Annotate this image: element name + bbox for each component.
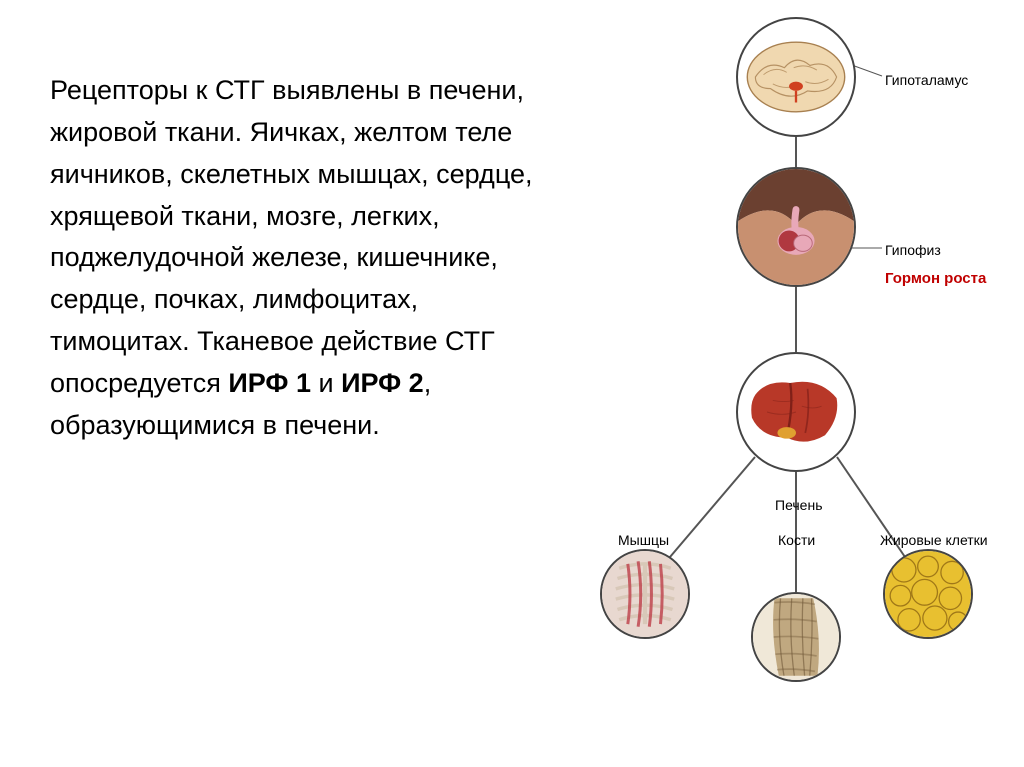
pituitary-label: Гипофиз	[885, 242, 941, 258]
fat-cells-icon	[883, 549, 973, 639]
hypothalamus-label: Гипоталамус	[885, 72, 968, 88]
bone-icon	[751, 592, 841, 682]
liver-label: Печень	[775, 497, 823, 513]
muscle-icon	[600, 549, 690, 639]
growth-hormone-label: Гормон роста	[885, 270, 986, 287]
pituitary-icon	[736, 167, 856, 287]
fat-cells-label: Жировые клетки	[880, 532, 988, 548]
hypothalamus-icon	[736, 17, 856, 137]
irf2-bold: ИРФ 2	[341, 368, 424, 398]
liver-icon	[736, 352, 856, 472]
bone-label: Кости	[778, 532, 815, 548]
muscle-label: Мышцы	[618, 532, 669, 548]
hormone-pathway-diagram: Гипоталамус Гипофиз Гормон роста Печень	[600, 12, 1000, 732]
text-and: и	[311, 368, 341, 398]
text-body: Рецепторы к СТГ выявлены в печени, жиров…	[50, 75, 533, 398]
irf1-bold: ИРФ 1	[228, 368, 311, 398]
main-text-block: Рецепторы к СТГ выявлены в печени, жиров…	[50, 70, 560, 447]
